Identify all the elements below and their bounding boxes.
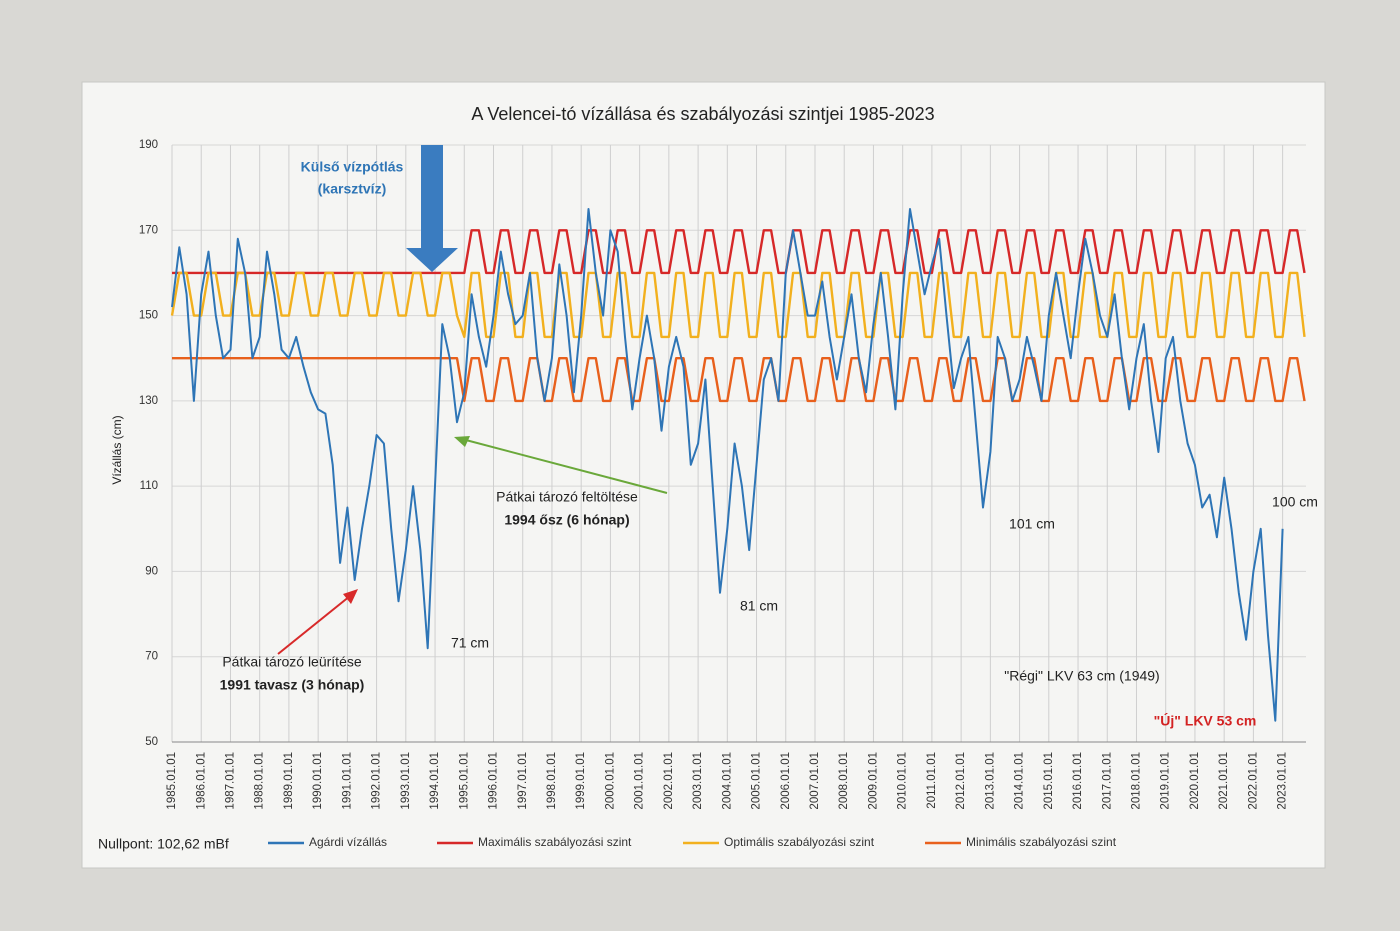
x-tick-label: 1999.01.01 — [575, 752, 587, 810]
annotation: 101 cm — [1009, 516, 1055, 532]
x-tick-label: 2022.01.01 — [1247, 752, 1259, 810]
annotation: Pátkai tározó leürítése — [222, 654, 362, 670]
arrows — [277, 145, 668, 655]
x-tick-label: 1991.01.01 — [341, 752, 353, 810]
x-tick-label: 2005.01.01 — [751, 752, 763, 810]
arrow-drain-head — [343, 589, 358, 604]
x-tick-label: 1989.01.01 — [283, 752, 295, 810]
arrow-drain — [277, 595, 351, 655]
x-tick-label: 1990.01.01 — [312, 752, 324, 810]
x-tick-label: 2010.01.01 — [897, 752, 909, 810]
x-tick-label: 2016.01.01 — [1072, 752, 1084, 810]
x-tick-label: 2015.01.01 — [1043, 752, 1055, 810]
x-tick-label: 1998.01.01 — [546, 752, 558, 810]
annotation: "Új" LKV 53 cm — [1154, 712, 1257, 729]
x-tick-label: 2007.01.01 — [809, 752, 821, 810]
y-tick-label: 70 — [145, 651, 158, 663]
x-tick-label: 2018.01.01 — [1131, 752, 1143, 810]
x-tick-label: 1988.01.01 — [254, 752, 266, 810]
x-tick-label: 1993.01.01 — [400, 752, 412, 810]
x-tick-label: 1986.01.01 — [195, 752, 207, 810]
legend-label: Minimális szabályozási szint — [966, 835, 1117, 849]
x-tick-label: 2021.01.01 — [1218, 752, 1230, 810]
x-tick-label: 1996.01.01 — [488, 752, 500, 810]
plot-area — [170, 208, 1306, 722]
y-tick-label: 90 — [145, 565, 158, 577]
annotation: 81 cm — [740, 598, 778, 614]
x-tick-label: 2014.01.01 — [1014, 752, 1026, 810]
annotation: Nullpont: 102,62 mBf — [98, 836, 229, 852]
grid: 50 70 90 110 130 150 170 190 1985.01.01 1986.01.0… — [139, 139, 1306, 810]
annotation: 1991 tavasz (3 hónap) — [220, 677, 365, 693]
x-tick-label: 2011.01.01 — [926, 752, 938, 809]
x-tick-label: 2004.01.01 — [721, 752, 733, 810]
y-tick-label: 50 — [145, 736, 158, 748]
y-tick-label: 170 — [139, 224, 158, 236]
annotation: 100 cm — [1272, 494, 1318, 510]
chart-title: A Velencei-tó vízállása és szabályozási … — [471, 104, 934, 124]
legend: Agárdi vízállás Maximális szabályozási sz… — [268, 835, 1117, 849]
x-tick-label: 2017.01.01 — [1101, 752, 1113, 810]
arrow-fill-head — [454, 436, 470, 447]
x-tick-label: 1992.01.01 — [371, 752, 383, 810]
x-tick-label: 2020.01.01 — [1189, 752, 1201, 810]
x-tick-label: 1987.01.01 — [224, 752, 236, 810]
x-tick-label: 2009.01.01 — [867, 752, 879, 810]
annotation: (karsztvíz) — [318, 181, 386, 197]
x-tick-label: 2023.01.01 — [1277, 752, 1289, 810]
x-tick-label: 1985.01.01 — [166, 752, 178, 810]
legend-label: Optimális szabályozási szint — [724, 835, 875, 849]
x-tick-label: 2006.01.01 — [780, 752, 792, 810]
arrow-water-supply — [406, 145, 458, 272]
y-tick-label: 190 — [139, 139, 158, 151]
annotation: 1994 ősz (6 hónap) — [504, 512, 629, 528]
x-tick-label: 1995.01.01 — [458, 752, 470, 810]
x-tick-label: 2008.01.01 — [838, 752, 850, 810]
annotation: Pátkai tározó feltöltése — [496, 489, 638, 505]
annotation: Külső vízpótlás — [301, 159, 404, 175]
x-tick-label: 2013.01.01 — [984, 752, 996, 810]
x-tick-label: 2001.01.01 — [634, 752, 646, 810]
y-tick-label: 130 — [139, 395, 158, 407]
annotations: Külső vízpótlás (karsztvíz) Pátkai tározó … — [98, 159, 1318, 852]
chart-panel — [81, 81, 1326, 869]
series-line — [172, 357, 1306, 403]
y-tick-label: 150 — [139, 310, 158, 322]
annotation: "Régi" LKV 63 cm (1949) — [1004, 668, 1159, 684]
legend-label: Maximális szabályozási szint — [478, 835, 632, 849]
x-tick-label: 1997.01.01 — [517, 752, 529, 810]
x-tick-label: 2002.01.01 — [663, 752, 675, 810]
y-axis-label: Vízállás (cm) — [110, 415, 124, 484]
arrow-fill — [461, 438, 668, 494]
x-tick-label: 2019.01.01 — [1160, 752, 1172, 810]
series-line — [171, 208, 1284, 722]
x-tick-label: 2000.01.01 — [604, 752, 616, 810]
x-tick-label: 2012.01.01 — [955, 752, 967, 810]
y-tick-label: 110 — [140, 480, 158, 492]
annotation: 71 cm — [451, 635, 489, 651]
x-tick-label: 2003.01.01 — [692, 752, 704, 810]
legend-label: Agárdi vízállás — [309, 835, 387, 849]
x-tick-label: 1994.01.01 — [429, 752, 441, 810]
series-line — [170, 271, 1306, 339]
